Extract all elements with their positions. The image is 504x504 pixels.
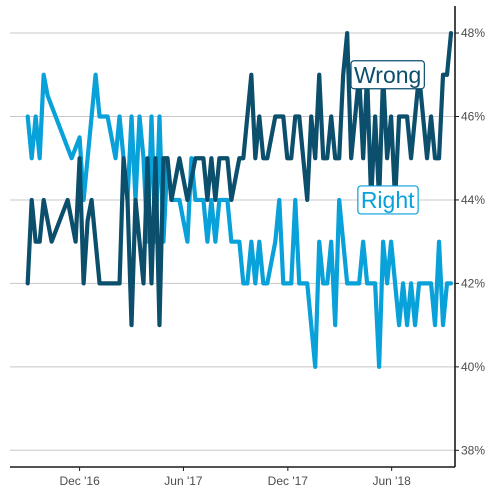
series-label-text-wrong: Wrong: [354, 62, 421, 88]
series-lines: [25, 30, 454, 369]
y-tick-label-1: 40%: [461, 360, 485, 374]
series-line-right: [25, 72, 454, 369]
series-label-box-right: [357, 185, 419, 215]
y-tick-label-2: 42%: [461, 276, 485, 290]
series-labels: Wrong Right: [350, 60, 425, 215]
y-tick-label-3: 44%: [461, 193, 485, 207]
series-line-wrong: [25, 30, 454, 328]
series-label-text-right: Right: [361, 187, 415, 213]
x-tick-label-2: Dec '17: [268, 474, 309, 488]
x-tick-label-1: Jun '17: [164, 474, 203, 488]
series-label-box-wrong: [350, 60, 425, 90]
y-tick-label-5: 48%: [461, 26, 485, 40]
series-label-right: Right: [357, 185, 419, 215]
y-tick-label-4: 46%: [461, 109, 485, 123]
series-label-wrong: Wrong: [350, 60, 425, 90]
y-tick-label-0: 38%: [461, 443, 485, 457]
x-tick-label-3: Jun '18: [373, 474, 412, 488]
x-tick-label-0: Dec '16: [59, 474, 100, 488]
axes: 38% 40% 42% 44% 46% 48% Dec '16 Jun '17 Dec '17 J…: [10, 6, 485, 488]
